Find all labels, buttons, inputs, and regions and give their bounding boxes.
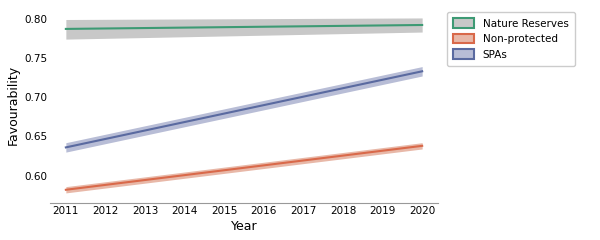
Y-axis label: Favourability: Favourability	[7, 65, 20, 145]
Legend: Nature Reserves, Non-protected, SPAs: Nature Reserves, Non-protected, SPAs	[447, 12, 575, 66]
X-axis label: Year: Year	[230, 220, 257, 233]
